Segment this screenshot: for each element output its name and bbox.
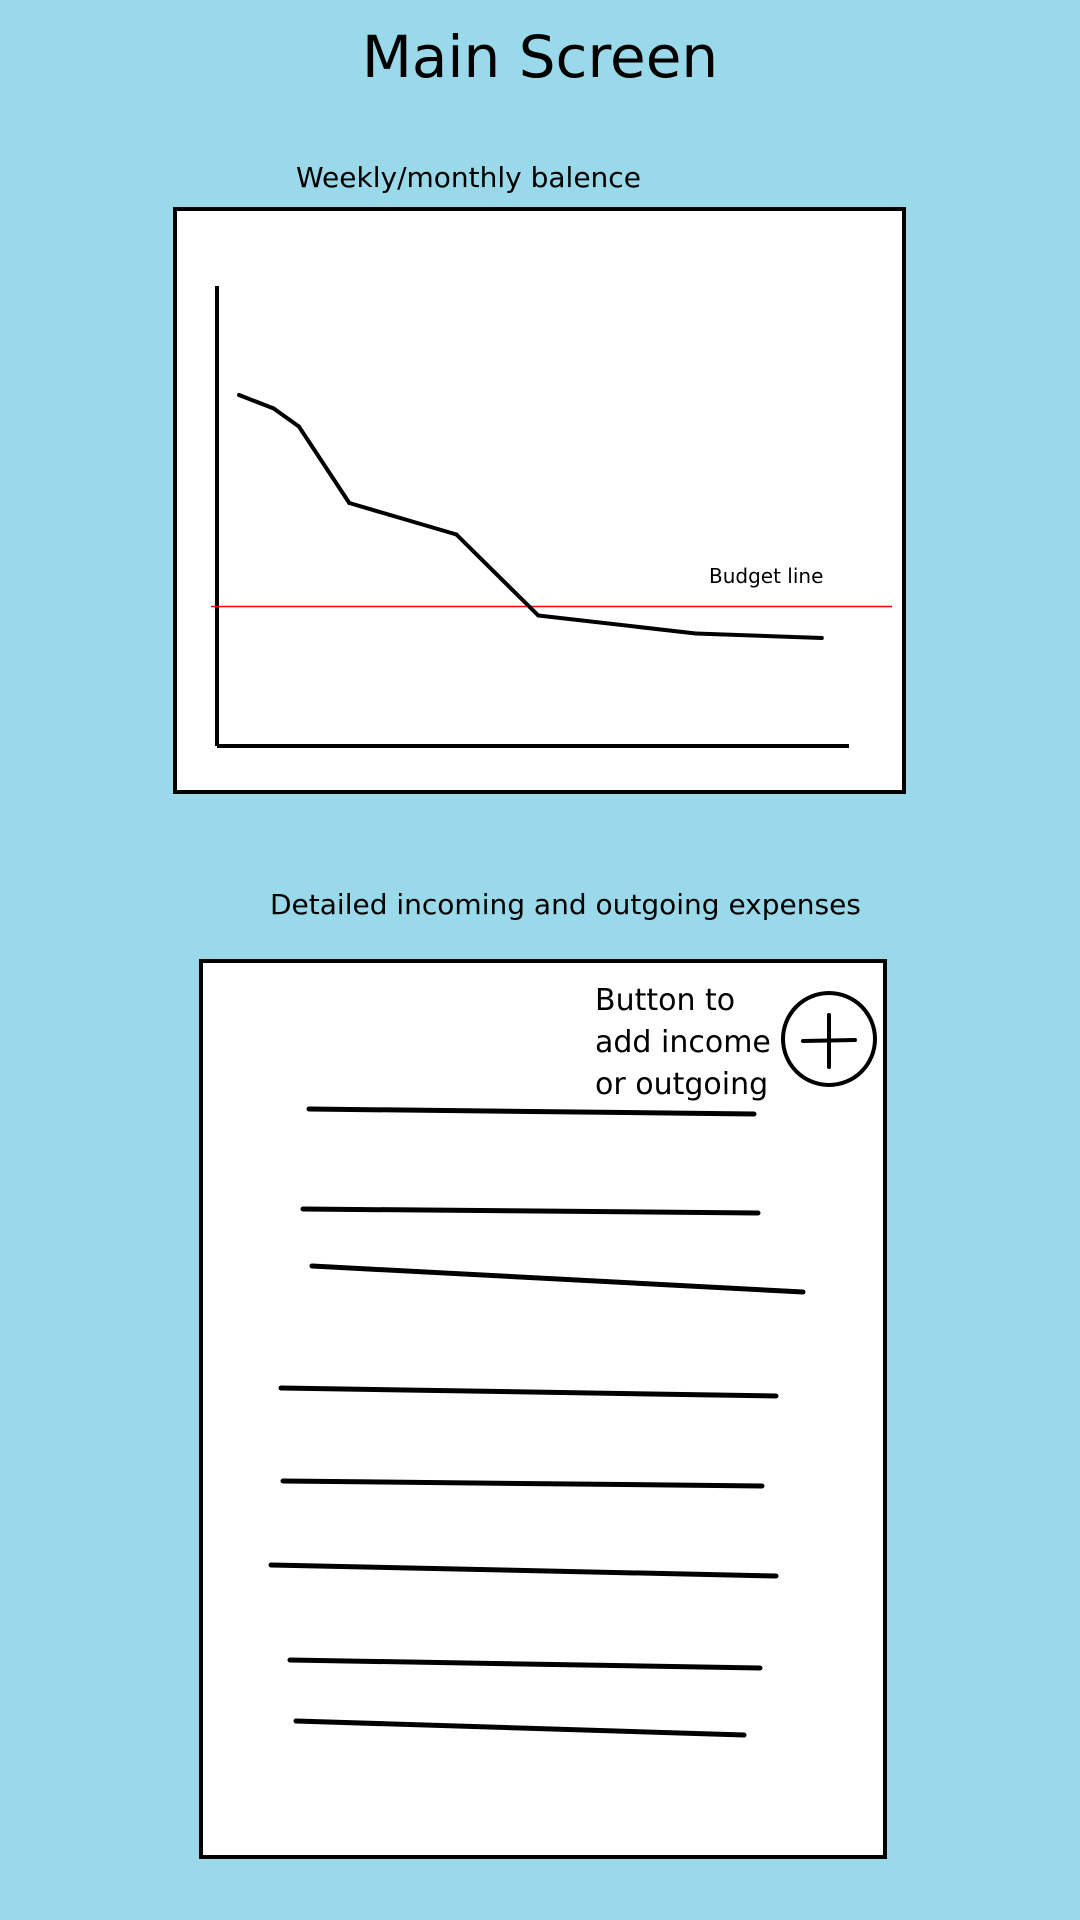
balance-chart-panel: Budget line: [173, 207, 906, 794]
balance-series: [239, 395, 822, 638]
transaction-row[interactable]: [271, 1565, 776, 1576]
transaction-row[interactable]: [283, 1481, 762, 1486]
transaction-row[interactable]: [309, 1109, 754, 1114]
transactions-label: Detailed incoming and outgoing expenses: [270, 887, 861, 923]
line-segment: [274, 409, 299, 427]
add-button-note-line: add income: [595, 1022, 795, 1064]
add-button-note-line: or outgoing: [595, 1064, 795, 1106]
page-title: Main Screen: [0, 22, 1080, 92]
line-segment: [349, 503, 456, 535]
transaction-row[interactable]: [281, 1388, 776, 1396]
transaction-row[interactable]: [290, 1660, 760, 1668]
add-button-note-line: Button to: [595, 980, 795, 1022]
balance-chart: [177, 211, 902, 790]
balance-chart-label: Weekly/monthly balence: [296, 160, 641, 196]
transactions-panel[interactable]: Button to add income or outgoing: [199, 959, 887, 1859]
line-segment: [239, 395, 274, 409]
line-segment: [538, 616, 696, 634]
line-segment: [456, 535, 538, 616]
transaction-row[interactable]: [303, 1209, 758, 1213]
transaction-row[interactable]: [296, 1721, 744, 1735]
budget-line-label: Budget line: [709, 563, 823, 589]
add-transaction-button[interactable]: [781, 991, 877, 1087]
line-segment: [696, 634, 822, 639]
plus-icon: [785, 995, 873, 1083]
transaction-row[interactable]: [312, 1266, 803, 1292]
line-segment: [299, 427, 349, 504]
add-button-note: Button to add income or outgoing: [595, 980, 795, 1106]
